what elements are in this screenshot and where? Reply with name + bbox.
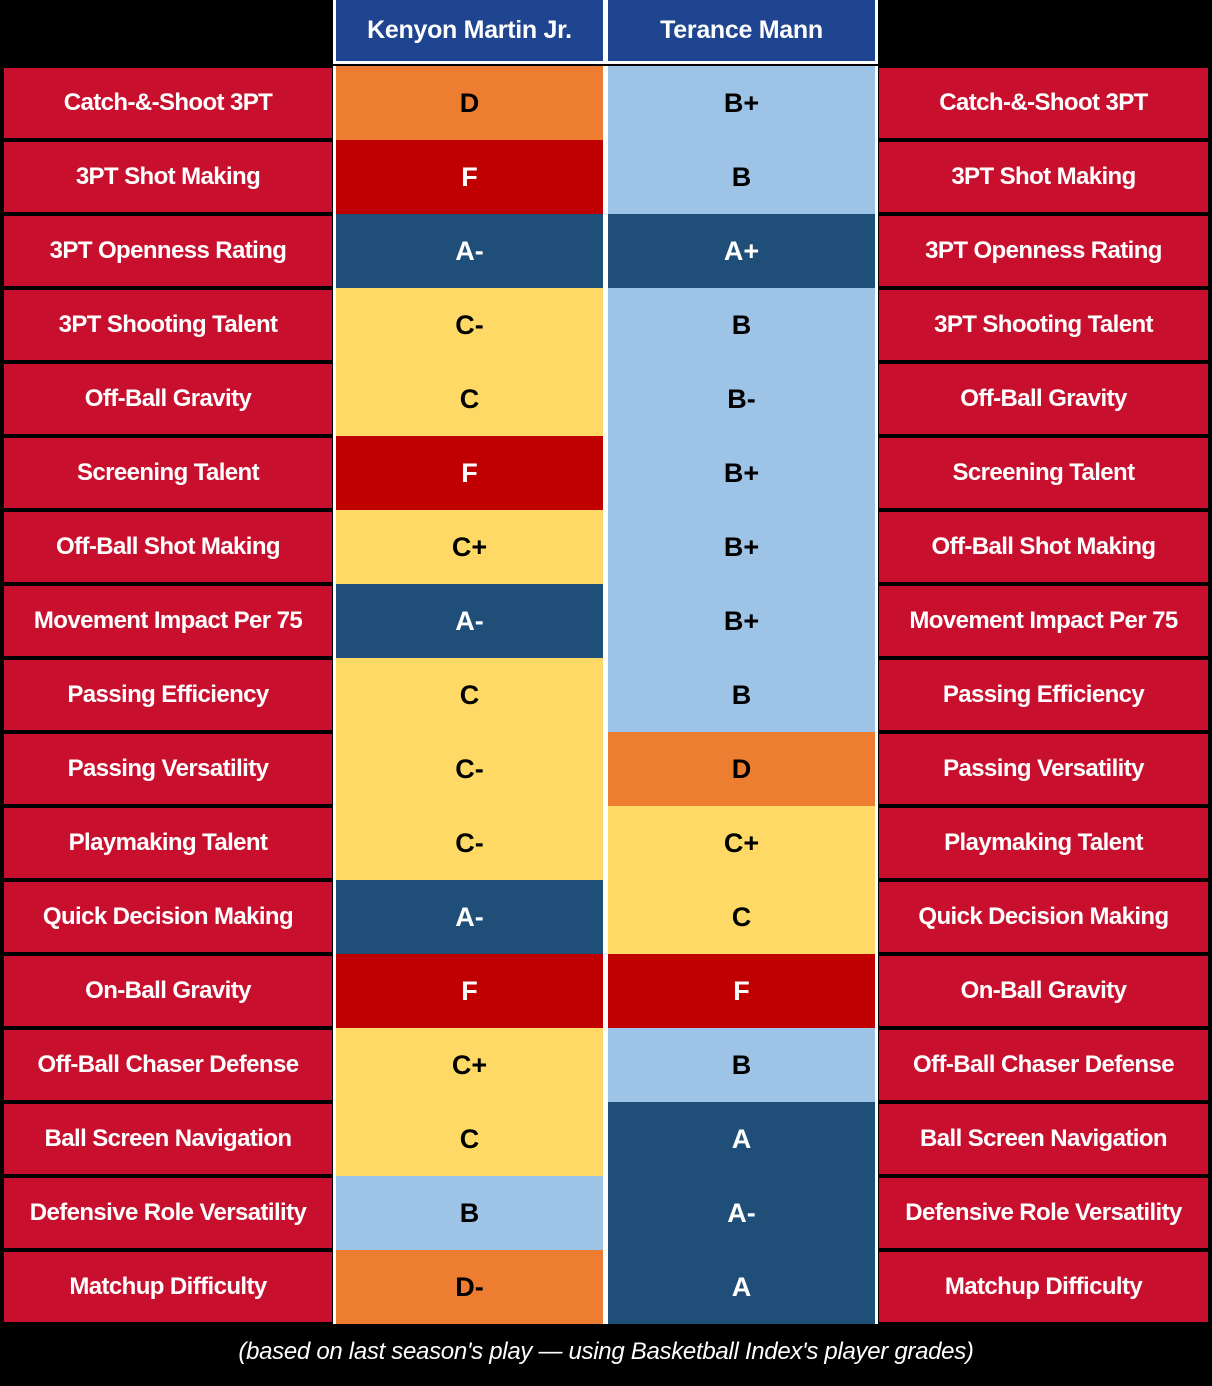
row-label-right: Movement Impact Per 75 bbox=[879, 586, 1208, 656]
grade-player-2: A bbox=[605, 1102, 878, 1176]
grade-player-1: A- bbox=[333, 880, 606, 954]
row-label-left: Movement Impact Per 75 bbox=[4, 586, 332, 656]
row-label-right: Off-Ball Chaser Defense bbox=[879, 1030, 1208, 1100]
grade-player-1: A- bbox=[333, 584, 606, 658]
row-label-right: 3PT Openness Rating bbox=[879, 216, 1208, 286]
row-label-right: Screening Talent bbox=[879, 438, 1208, 508]
row-label-left: Catch-&-Shoot 3PT bbox=[4, 68, 332, 138]
row-label-left: Passing Efficiency bbox=[4, 660, 332, 730]
row-label-left: 3PT Shot Making bbox=[4, 142, 332, 212]
row-label-left: Off-Ball Shot Making bbox=[4, 512, 332, 582]
grade-player-1: C+ bbox=[333, 1028, 606, 1102]
grade-player-2: B bbox=[605, 288, 878, 362]
grade-player-1: C bbox=[333, 1102, 606, 1176]
grade-player-2: A- bbox=[605, 1176, 878, 1250]
grade-player-1: A- bbox=[333, 214, 606, 288]
grade-player-1: C+ bbox=[333, 510, 606, 584]
grade-player-2: F bbox=[605, 954, 878, 1028]
row-label-right: 3PT Shot Making bbox=[879, 142, 1208, 212]
row-label-right: Ball Screen Navigation bbox=[879, 1104, 1208, 1174]
grade-player-2: B+ bbox=[605, 584, 878, 658]
grade-player-2: B+ bbox=[605, 436, 878, 510]
grade-player-1: C- bbox=[333, 806, 606, 880]
grade-player-2: B bbox=[605, 658, 878, 732]
grade-player-1: B bbox=[333, 1176, 606, 1250]
row-label-right: Quick Decision Making bbox=[879, 882, 1208, 952]
grade-player-2: A bbox=[605, 1250, 878, 1324]
row-label-left: Matchup Difficulty bbox=[4, 1252, 332, 1322]
grade-player-2: C+ bbox=[605, 806, 878, 880]
row-label-right: Matchup Difficulty bbox=[879, 1252, 1208, 1322]
row-label-right: Off-Ball Gravity bbox=[879, 364, 1208, 434]
row-label-right: 3PT Shooting Talent bbox=[879, 290, 1208, 360]
row-label-right: Defensive Role Versatility bbox=[879, 1178, 1208, 1248]
grade-player-2: B+ bbox=[605, 66, 878, 140]
header-player-2: Terance Mann bbox=[605, 0, 878, 64]
grade-player-2: B+ bbox=[605, 510, 878, 584]
header-player-1: Kenyon Martin Jr. bbox=[333, 0, 606, 64]
row-label-right: Playmaking Talent bbox=[879, 808, 1208, 878]
row-label-left: Defensive Role Versatility bbox=[4, 1178, 332, 1248]
row-label-left: Passing Versatility bbox=[4, 734, 332, 804]
grade-player-1: C- bbox=[333, 732, 606, 806]
row-label-left: Quick Decision Making bbox=[4, 882, 332, 952]
row-label-right: On-Ball Gravity bbox=[879, 956, 1208, 1026]
grade-player-2: B bbox=[605, 140, 878, 214]
row-label-left: On-Ball Gravity bbox=[4, 956, 332, 1026]
grade-player-1: F bbox=[333, 436, 606, 510]
grade-player-1: D bbox=[333, 66, 606, 140]
row-label-left: Off-Ball Gravity bbox=[4, 364, 332, 434]
row-label-left: Playmaking Talent bbox=[4, 808, 332, 878]
footnote: (based on last season's play — using Bas… bbox=[238, 1338, 974, 1365]
grade-player-1: C bbox=[333, 658, 606, 732]
grade-player-1: F bbox=[333, 140, 606, 214]
row-label-right: Catch-&-Shoot 3PT bbox=[879, 68, 1208, 138]
grade-player-2: B bbox=[605, 1028, 878, 1102]
row-label-right: Passing Versatility bbox=[879, 734, 1208, 804]
grade-player-2: C bbox=[605, 880, 878, 954]
grade-player-1: C bbox=[333, 362, 606, 436]
grade-player-1: C- bbox=[333, 288, 606, 362]
grade-player-1: D- bbox=[333, 1250, 606, 1324]
grade-player-2: B- bbox=[605, 362, 878, 436]
row-label-right: Off-Ball Shot Making bbox=[879, 512, 1208, 582]
grade-player-2: A+ bbox=[605, 214, 878, 288]
row-label-left: 3PT Openness Rating bbox=[4, 216, 332, 286]
row-label-left: Screening Talent bbox=[4, 438, 332, 508]
row-label-right: Passing Efficiency bbox=[879, 660, 1208, 730]
row-label-left: Off-Ball Chaser Defense bbox=[4, 1030, 332, 1100]
grade-player-1: F bbox=[333, 954, 606, 1028]
row-label-left: 3PT Shooting Talent bbox=[4, 290, 332, 360]
grade-player-2: D bbox=[605, 732, 878, 806]
row-label-left: Ball Screen Navigation bbox=[4, 1104, 332, 1174]
